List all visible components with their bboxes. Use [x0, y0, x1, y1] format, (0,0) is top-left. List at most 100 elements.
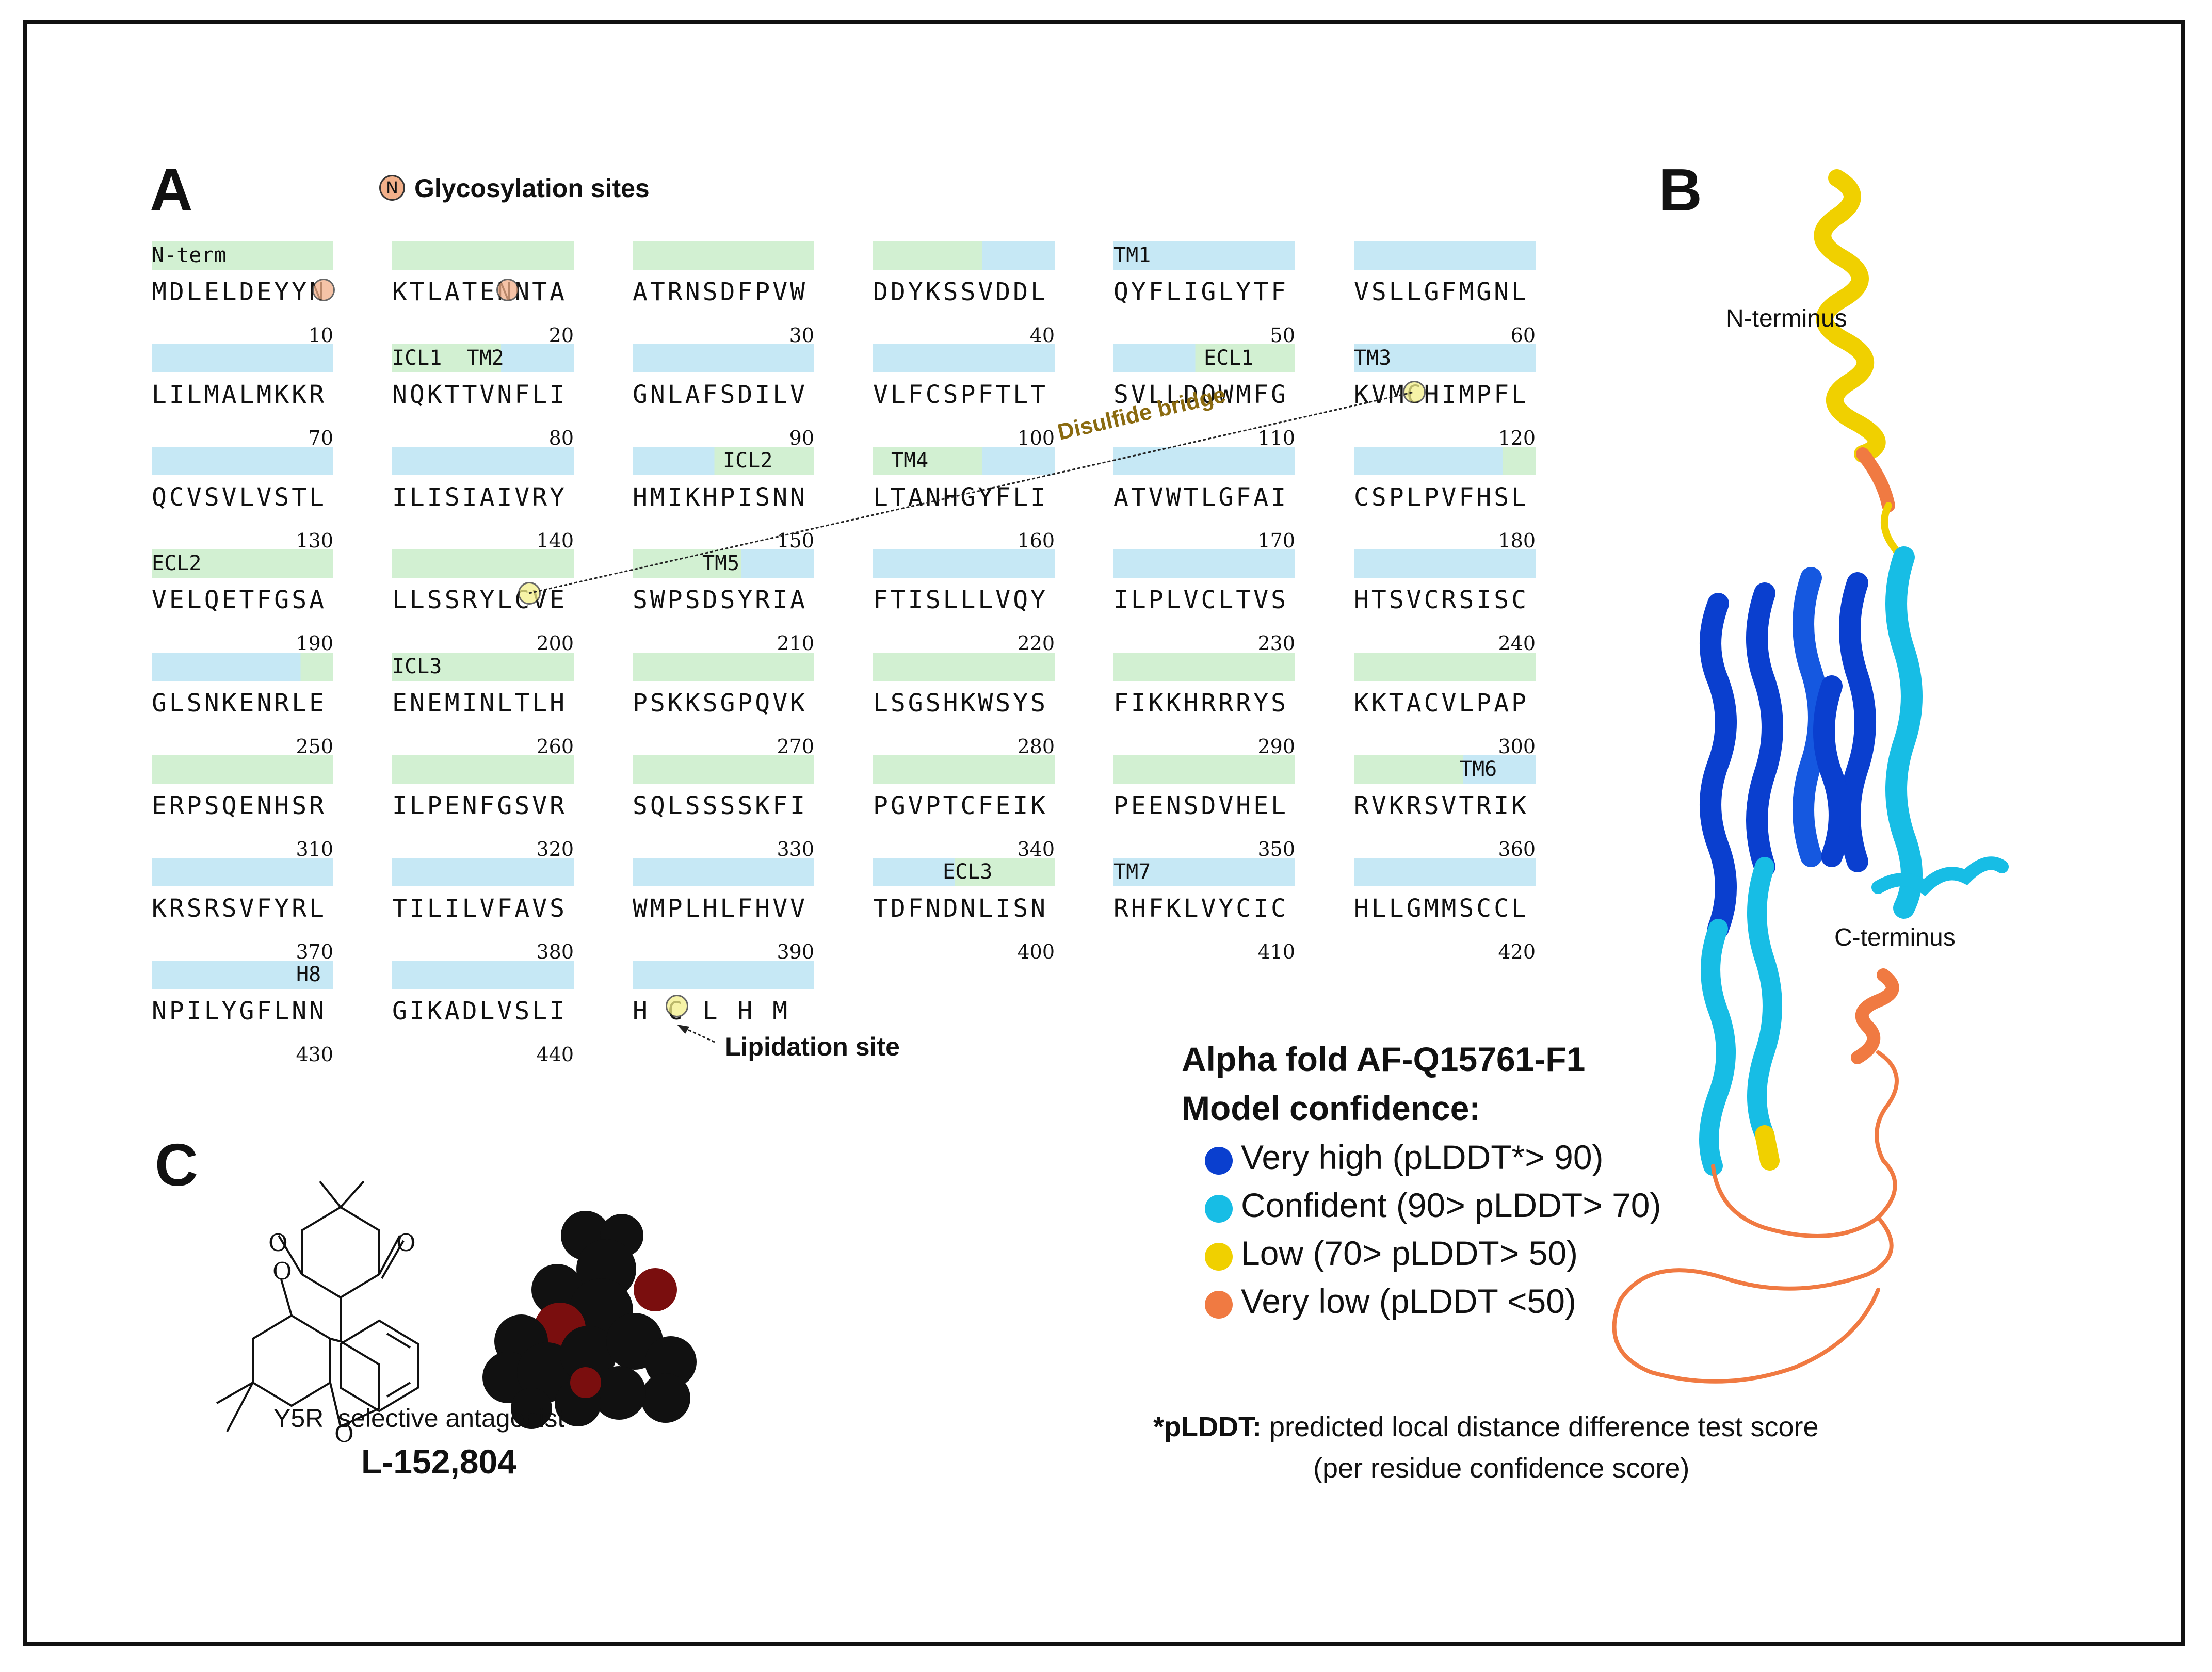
sequence-text: QCVSVLVSTL [152, 483, 327, 512]
sequence-block: FIKKHRRRYS 290 [1113, 653, 1295, 771]
annotation-bar [633, 344, 814, 372]
sequence-block: ECL1 SVLLDQWMFG 110 [1113, 344, 1295, 463]
sequence-block: VLFCSPFTLT 100 [873, 344, 1055, 463]
residue-number: 110 [1257, 427, 1295, 449]
sequence-block: ILPLVCLTVS 230 [1113, 549, 1295, 668]
residue-number: 130 [296, 529, 333, 552]
sequence-block: N-term MDLELDEYYN 10 [152, 241, 333, 360]
c-terminal-helix [1871, 856, 2009, 897]
sequence-text: VELQETFGSA [152, 586, 327, 614]
residue-number: 200 [536, 632, 574, 655]
annotation-bar [873, 241, 1055, 270]
annotation-bar [1354, 858, 1536, 886]
region-label: N-term [152, 244, 227, 267]
sequence-block: ATRNSDFPVW 30 [633, 241, 814, 360]
atom-o-1: O [268, 1229, 288, 1257]
region-label: ECL3 [943, 860, 993, 884]
sequence-text: DDYKSSVDDL [873, 278, 1048, 306]
annotation-bar [1113, 241, 1295, 270]
sequence-block: ILISIAIVRY 140 [392, 447, 574, 565]
annotation-bar [873, 344, 1055, 372]
annotation-bar [873, 653, 1055, 681]
sequence-text: ILISIAIVRY [392, 483, 567, 512]
sequence-text: FTISLLLVQY [873, 586, 1048, 614]
residue-number: 210 [777, 632, 814, 655]
sequence-block: PEENSDVHEL 350 [1113, 755, 1295, 874]
sequence-text: SWPSDSYRIA [633, 586, 808, 614]
panel-label-a: A [150, 156, 193, 223]
annotation-bar [392, 241, 574, 270]
glycosylation-site-icon [496, 279, 519, 301]
sequence-text: FIKKHRRRYS [1113, 689, 1288, 718]
sequence-text: VSLLGFMGNL [1354, 278, 1529, 306]
disulfide-bridge-line [528, 391, 1414, 594]
region-label: ECL2 [152, 551, 202, 575]
sequence-block: LLSSRYLCVE 200 [392, 549, 574, 668]
residue-number: 420 [1498, 940, 1536, 963]
residue-number: 370 [296, 940, 333, 963]
residue-number: 260 [536, 735, 574, 758]
region-label: TM4 [891, 449, 929, 473]
sequence-text: TDFNDNLISN [873, 894, 1048, 923]
annotation-bar [633, 447, 814, 475]
annotation-bar [1113, 447, 1295, 475]
sequence-block: H C L H M [633, 961, 814, 1079]
residue-number: 80 [548, 427, 574, 449]
sequence-text: LILMALMKKR [152, 380, 327, 409]
legend-label: Low (70> pLDDT> 50) [1241, 1234, 1578, 1272]
annotation-bar [152, 653, 333, 681]
annotation-bar [392, 653, 574, 681]
residue-number: 340 [1017, 838, 1055, 861]
sequence-block: ECL3 TDFNDNLISN 400 [873, 858, 1055, 977]
sequence-block: KRSRSVFYRL 370 [152, 858, 333, 977]
residue-number: 280 [1017, 735, 1055, 758]
residue-number: 40 [1029, 324, 1055, 347]
sequence-block: H8 NPILYGFLNN 430 [152, 961, 333, 1079]
n-terminus-label: N-terminus [1726, 305, 1847, 332]
sequence-text: ERPSQENHSR [152, 791, 327, 820]
compound-name: L-152,804 [361, 1442, 516, 1481]
region-label: TM5 [702, 551, 740, 575]
legend-swatch [1205, 1291, 1233, 1319]
n-terminal-helix [1814, 169, 1886, 463]
sequence-text: WMPLHLFHVV [633, 894, 808, 923]
annotation-bar [152, 241, 333, 270]
residue-number: 310 [296, 838, 333, 861]
sequence-text: LTANHGYFLI [873, 483, 1048, 512]
legend-swatch [1205, 1147, 1233, 1175]
sequence-block: TM7 RHFKLVYCIC 410 [1113, 858, 1295, 977]
figure-frame [23, 20, 2185, 1646]
sequence-block: ICL3 ENEMINLTLH 260 [392, 653, 574, 771]
residue-number: 230 [1257, 632, 1295, 655]
residue-number: 220 [1017, 632, 1055, 655]
residue-number: 140 [536, 529, 574, 552]
sequence-text: LSGSHKWSYS [873, 689, 1048, 718]
sequence-text: HLLGMMSCCL [1354, 894, 1529, 923]
sequence-text: MDLELDEYYN [152, 278, 327, 306]
sequence-block: PGVPTCFEIK 340 [873, 755, 1055, 874]
sequence-block: FTISLLLVQY 220 [873, 549, 1055, 668]
glycosylation-legend-label: Glycosylation sites [414, 174, 650, 203]
annotation-bar [1354, 344, 1536, 372]
sequence-text: PEENSDVHEL [1113, 791, 1288, 820]
lipidation-site-icon [666, 995, 688, 1017]
region-label: ICL3 [392, 655, 442, 678]
residue-number: 30 [789, 324, 814, 347]
sequence-text: VLFCSPFTLT [873, 380, 1048, 409]
annotation-bar [1113, 344, 1295, 372]
annotation-bar [873, 549, 1055, 578]
sequence-text: SVLLDQWMFG [1113, 380, 1288, 409]
sequence-text: ATVWTLGFAI [1113, 483, 1288, 512]
sequence-text: SQLSSSSKFI [633, 791, 808, 820]
annotation-bar [633, 549, 814, 578]
sequence-text: GLSNKENRLE [152, 689, 327, 718]
residue-number: 320 [536, 838, 574, 861]
residue-number: 440 [536, 1043, 574, 1066]
atom-o-4: O [334, 1420, 354, 1448]
legend-swatch [1205, 1243, 1233, 1271]
sequence-text: GIKADLVSLI [392, 997, 567, 1026]
annotation-bar [152, 447, 333, 475]
residue-number: 160 [1017, 529, 1055, 552]
annotation-bar [1354, 549, 1536, 578]
sequence-text: KRSRSVFYRL [152, 894, 327, 923]
